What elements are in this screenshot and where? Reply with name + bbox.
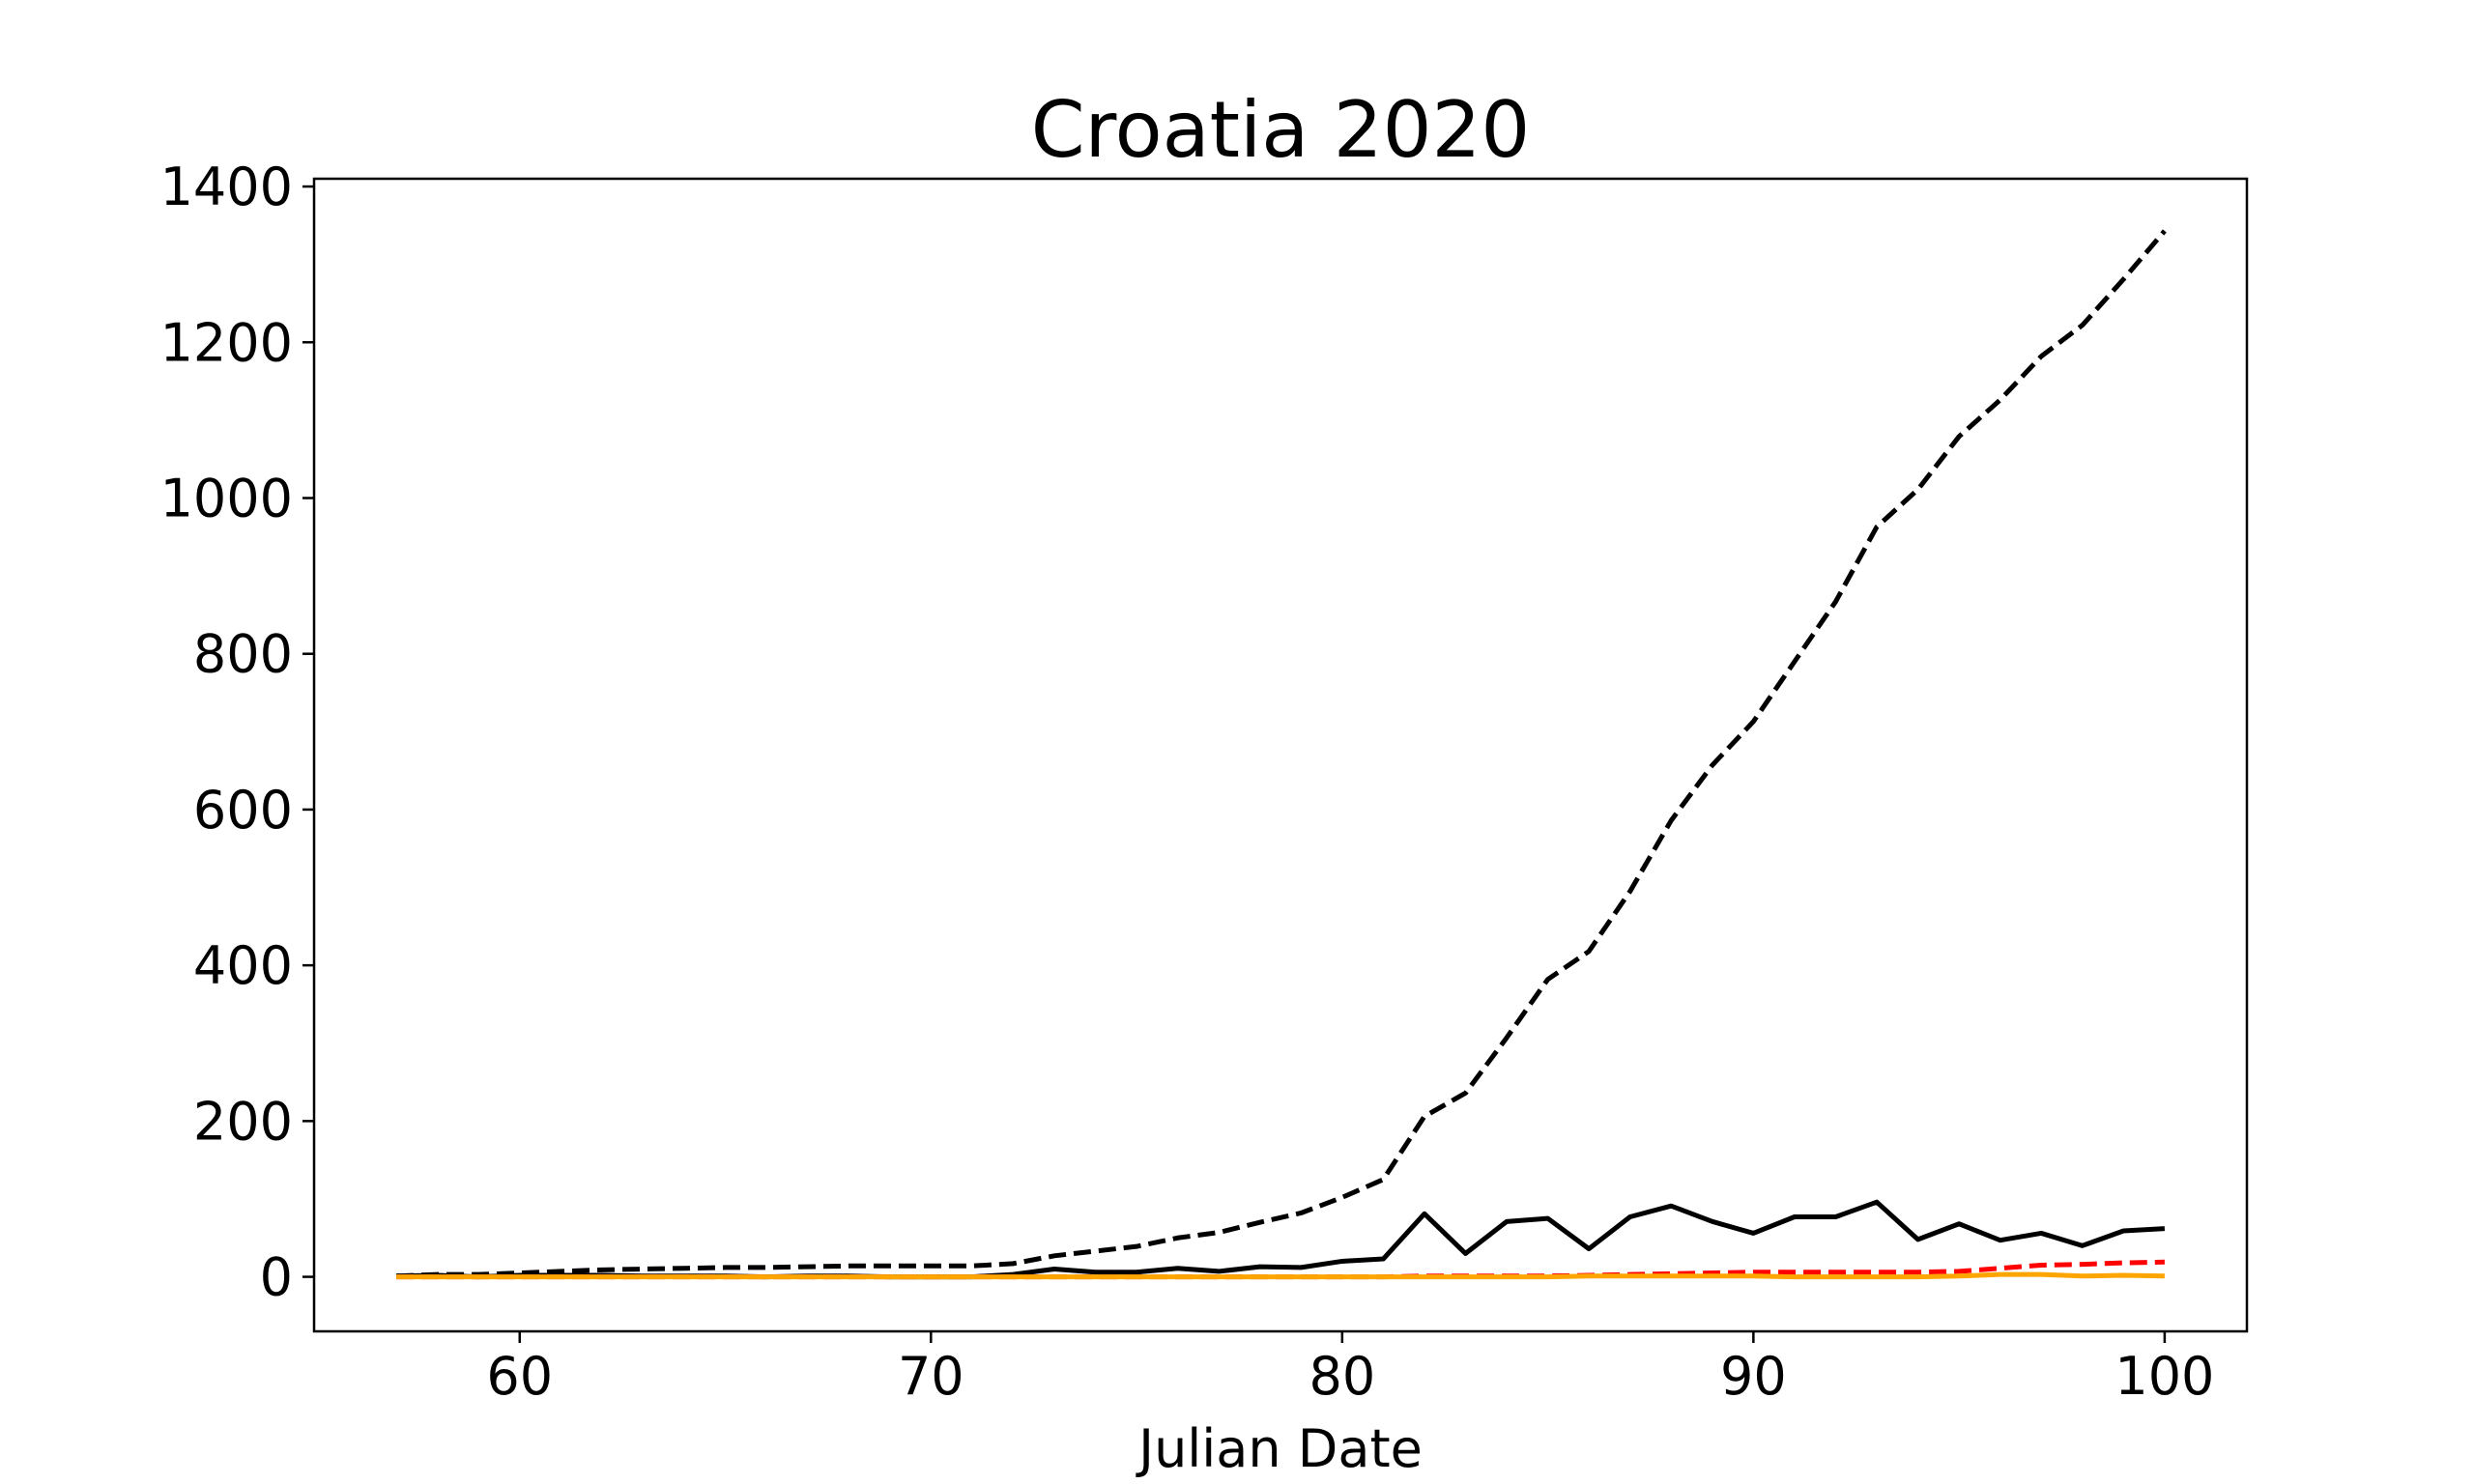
y-tick-label: 400 [193,935,293,996]
chart-title: Croatia 2020 [1031,85,1531,175]
plot-frame [312,177,2249,1333]
y-tick-label: 200 [193,1091,293,1152]
series-layer [396,229,2167,1280]
y-axis: 0 200 400 600 800 1000 1200 1400 [160,157,314,1308]
y-tick-label: 800 [193,624,293,685]
x-tick-label: 90 [1720,1346,1787,1407]
series-line-4 [396,1271,2165,1280]
series-line-1 [396,229,2167,1279]
x-tick-label: 100 [2114,1346,2214,1407]
y-tick-label: 1200 [160,312,293,373]
y-tick-label: 0 [260,1247,293,1308]
x-tick-label: 70 [898,1346,964,1407]
y-tick-label: 600 [193,780,293,841]
x-axis: 60 70 80 90 100 [486,1331,2214,1407]
x-axis-label: Julian Date [1136,1418,1423,1479]
x-tick-label: 80 [1309,1346,1375,1407]
y-tick-label: 1400 [160,157,293,217]
x-tick-label: 60 [486,1346,553,1407]
y-tick-label: 1000 [160,468,293,528]
